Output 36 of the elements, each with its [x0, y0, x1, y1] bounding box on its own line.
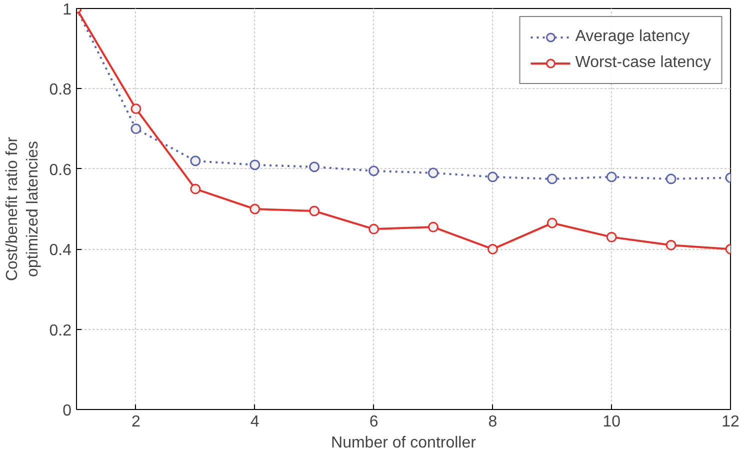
x-tick-label: 8	[488, 414, 498, 430]
x-tick-label: 12	[722, 414, 740, 430]
legend-label: Average latency	[575, 28, 690, 46]
y-tick-label: 0.2	[49, 322, 72, 340]
point	[190, 184, 201, 194]
point	[666, 174, 676, 184]
point	[546, 218, 558, 228]
y-tick-label: 0	[62, 402, 72, 420]
point	[428, 222, 438, 232]
x-tick-label: 2	[132, 414, 141, 430]
point	[487, 172, 498, 182]
x-axis-title: Number of controller	[331, 434, 477, 452]
x-tick-label: 6	[369, 414, 378, 430]
point	[428, 168, 438, 178]
point	[190, 156, 201, 166]
point	[606, 172, 617, 182]
y-tick-label: 0.8	[49, 82, 72, 99]
point	[487, 244, 498, 254]
x-tick-label: 10	[602, 414, 621, 430]
y-tick-label: 1	[62, 2, 72, 18]
y-tick-label: 0.6	[49, 162, 72, 179]
point	[368, 224, 380, 234]
point	[666, 240, 676, 250]
point	[250, 204, 260, 214]
point	[546, 174, 558, 184]
point	[309, 162, 320, 172]
y-axis-title: Cost/benefit ratio for optimized latencies	[4, 136, 42, 282]
x-tick-label: 4	[250, 414, 260, 430]
point	[309, 206, 320, 216]
point	[606, 232, 617, 242]
y-tick-label: 0.4	[49, 242, 72, 260]
point	[250, 160, 260, 170]
point	[368, 166, 380, 176]
point	[130, 104, 142, 114]
legend-label: Worst-case latency	[575, 54, 711, 72]
point	[130, 124, 142, 134]
